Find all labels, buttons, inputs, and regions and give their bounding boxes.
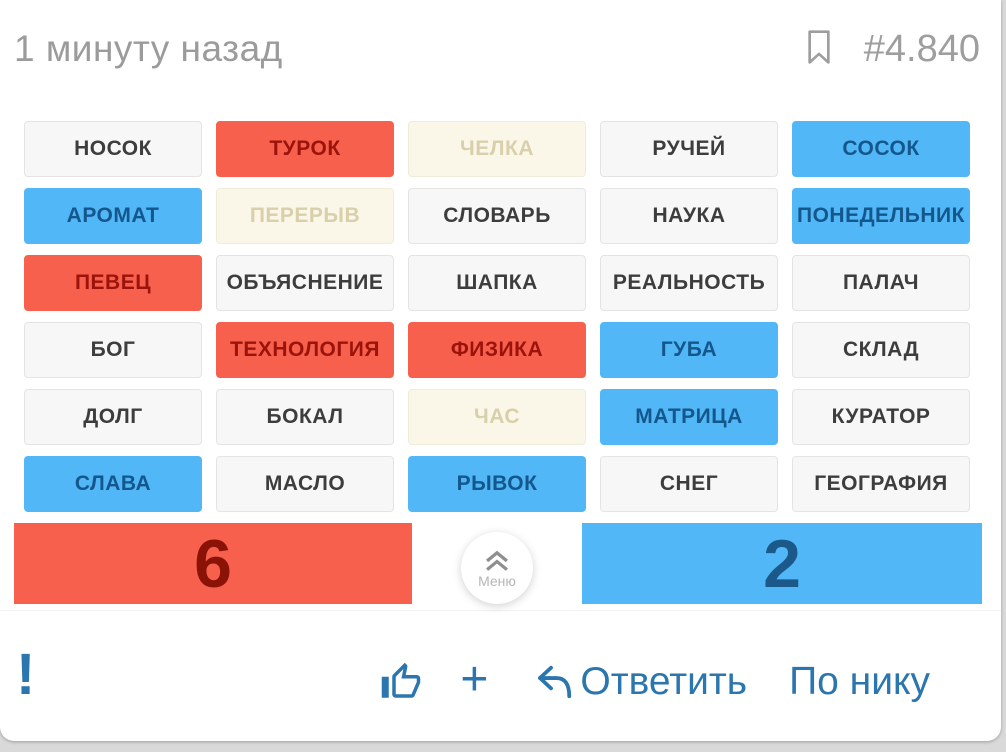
word-card[interactable]: ЧЕЛКА (408, 121, 586, 177)
score-divider (0, 610, 1001, 611)
reply-button[interactable]: Ответить (536, 660, 747, 704)
alert-exclamation[interactable]: ! (16, 642, 36, 707)
plus-button[interactable]: + (460, 653, 489, 706)
word-card[interactable]: ПОНЕДЕЛЬНИК (792, 188, 970, 244)
word-card[interactable]: КУРАТОР (792, 389, 970, 445)
chevron-double-up-icon (486, 550, 508, 571)
post-timestamp: 1 минуту назад (14, 28, 283, 69)
word-card[interactable]: СНЕГ (600, 456, 778, 512)
word-card[interactable]: НОСОК (24, 121, 202, 177)
word-card[interactable]: ЧАС (408, 389, 586, 445)
word-card[interactable]: ПЕВЕЦ (24, 255, 202, 311)
word-card[interactable]: СЛОВАРЬ (408, 188, 586, 244)
word-card[interactable]: ГЕОГРАФИЯ (792, 456, 970, 512)
blue-score-bar: 2 (582, 523, 982, 604)
word-card[interactable]: ФИЗИКА (408, 322, 586, 378)
red-score-value: 6 (194, 525, 232, 602)
word-card[interactable]: АРОМАТ (24, 188, 202, 244)
word-card[interactable]: НАУКА (600, 188, 778, 244)
footer-actions: + Ответить По нику (380, 654, 930, 710)
by-nick-button[interactable]: По нику (789, 660, 930, 703)
menu-button-label: Меню (478, 572, 516, 589)
word-card[interactable]: РЫВОК (408, 456, 586, 512)
word-card[interactable]: ГУБА (600, 322, 778, 378)
word-board: НОСОК ТУРОК ЧЕЛКА РУЧЕЙ СОСОК АРОМАТ ПЕРЕРЫВ СЛ… (24, 121, 970, 512)
word-card[interactable]: ПЕРЕРЫВ (216, 188, 394, 244)
word-card[interactable]: БОКАЛ (216, 389, 394, 445)
word-card[interactable]: ПАЛАЧ (792, 255, 970, 311)
thumbs-up-icon[interactable] (380, 661, 422, 703)
red-score-bar: 6 (14, 523, 412, 604)
word-card[interactable]: ТЕХНОЛОГИЯ (216, 322, 394, 378)
menu-button[interactable]: Меню (461, 532, 533, 604)
post-number: #4.840 (863, 28, 980, 70)
word-card[interactable]: СЛАВА (24, 456, 202, 512)
word-card[interactable]: СОСОК (792, 121, 970, 177)
word-card[interactable]: РУЧЕЙ (600, 121, 778, 177)
reply-button-label: Ответить (580, 660, 748, 703)
bookmark-icon[interactable] (803, 28, 835, 66)
word-card[interactable]: ДОЛГ (24, 389, 202, 445)
reply-arrow-icon (538, 665, 572, 699)
word-card[interactable]: МАТРИЦА (600, 389, 778, 445)
word-card[interactable]: РЕАЛЬНОСТЬ (600, 255, 778, 311)
blue-score-value: 2 (763, 525, 801, 602)
word-card[interactable]: СКЛАД (792, 322, 970, 378)
word-card[interactable]: БОГ (24, 322, 202, 378)
word-card[interactable]: ТУРОК (216, 121, 394, 177)
word-card[interactable]: МАСЛО (216, 456, 394, 512)
word-card[interactable]: ОБЪЯСНЕНИЕ (216, 255, 394, 311)
word-card[interactable]: ШАПКА (408, 255, 586, 311)
